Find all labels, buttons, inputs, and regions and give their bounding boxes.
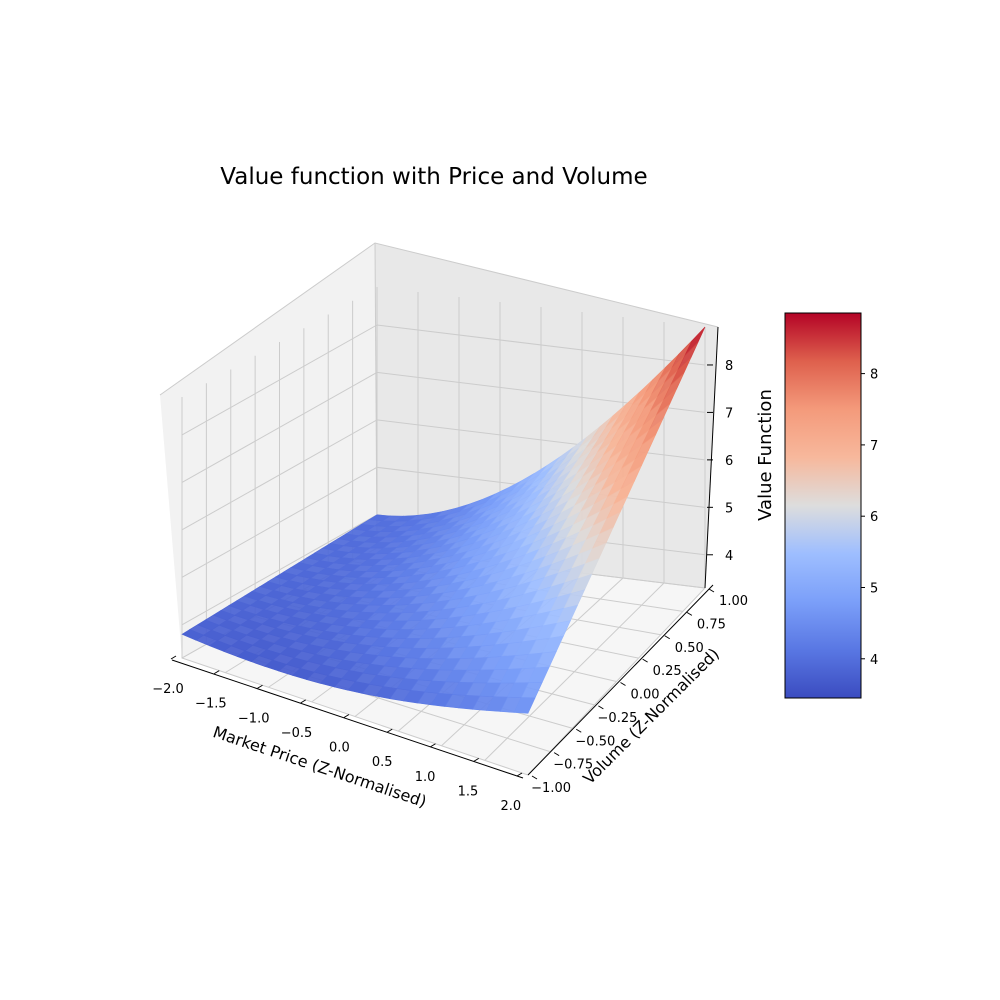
z-axis-ticks: 4 5 6 7 8: [707, 359, 733, 564]
y-tick-mark: [531, 775, 538, 780]
x-tick-mark: [213, 670, 220, 675]
colorbar-ticks: 4 5 6 7 8: [861, 368, 878, 668]
x-tick-mark: [170, 655, 177, 660]
y-tick-label: −0.75: [553, 758, 593, 773]
x-tick-mark: [430, 743, 436, 748]
x-tick-label: 2.0: [500, 799, 521, 814]
x-axis-ticks: −2.0 −1.5 −1.0 −0.5 0.0 0.5 1.0 1.5 2.0: [152, 655, 523, 814]
z-tick-label: 7: [725, 406, 733, 421]
colorbar-tick-label: 6: [870, 510, 878, 525]
x-tick-label: 0.0: [329, 741, 350, 756]
z-grid-line: [181, 324, 706, 436]
y-tick-label: 0.00: [631, 688, 660, 703]
x-tick-mark: [516, 772, 523, 777]
chart-title: Value function with Price and Volume: [220, 164, 648, 190]
surface: [181, 326, 706, 714]
y-tick-mark: [575, 728, 582, 733]
z-tick-label: 4: [725, 549, 733, 564]
colorbar-tick-label: 4: [870, 653, 878, 668]
y-tick-label: −1.00: [531, 781, 571, 796]
x-tick-label: 1.0: [415, 770, 436, 785]
x-tick-label: 1.5: [458, 784, 479, 799]
surface-facet: [513, 697, 536, 714]
y-tick-mark: [664, 635, 671, 640]
y-tick-label: 0.50: [675, 641, 704, 656]
colorbar: [784, 312, 862, 699]
colorbar-tick-label: 8: [870, 368, 878, 383]
y-tick-mark: [708, 588, 715, 593]
y-tick-label: 0.25: [653, 664, 682, 679]
z-tick-label: 6: [725, 454, 733, 469]
x-tick-mark: [386, 728, 393, 733]
colorbar-tick-label: 7: [870, 439, 878, 454]
y-tick-label: −0.50: [575, 734, 615, 749]
colorbar-tick-label: 5: [870, 581, 878, 596]
back-right-pane: [375, 243, 718, 588]
x-tick-mark: [473, 757, 480, 762]
x-tick-label: −0.5: [281, 726, 313, 741]
y-tick-mark: [553, 752, 560, 757]
x-tick-label: −2.0: [152, 682, 184, 697]
y-tick-label: 1.00: [719, 594, 748, 609]
x-tick-mark: [300, 699, 307, 704]
z-tick-label: 8: [725, 359, 733, 374]
y-tick-label: 0.75: [697, 617, 726, 632]
axis-lines: [171, 326, 719, 779]
x-tick-label: −1.0: [238, 711, 270, 726]
y-tick-mark: [642, 658, 648, 663]
z-grid-line: [181, 371, 706, 483]
x-tick-label: 0.5: [372, 755, 393, 770]
y-tick-mark: [620, 682, 626, 686]
z-axis-label: Value Function: [755, 389, 776, 521]
y-tick-mark: [686, 611, 693, 616]
y-axis-ticks: −1.00 −0.75 −0.50 −0.25 0.00 0.25 0.50 0.75 1.00: [531, 588, 748, 796]
x-tick-mark: [257, 684, 263, 689]
x-tick-label: −1.5: [195, 697, 227, 712]
y-tick-label: −0.25: [598, 711, 638, 726]
z-tick-label: 5: [725, 501, 733, 516]
y-tick-mark: [598, 705, 604, 710]
x-tick-mark: [343, 714, 350, 718]
